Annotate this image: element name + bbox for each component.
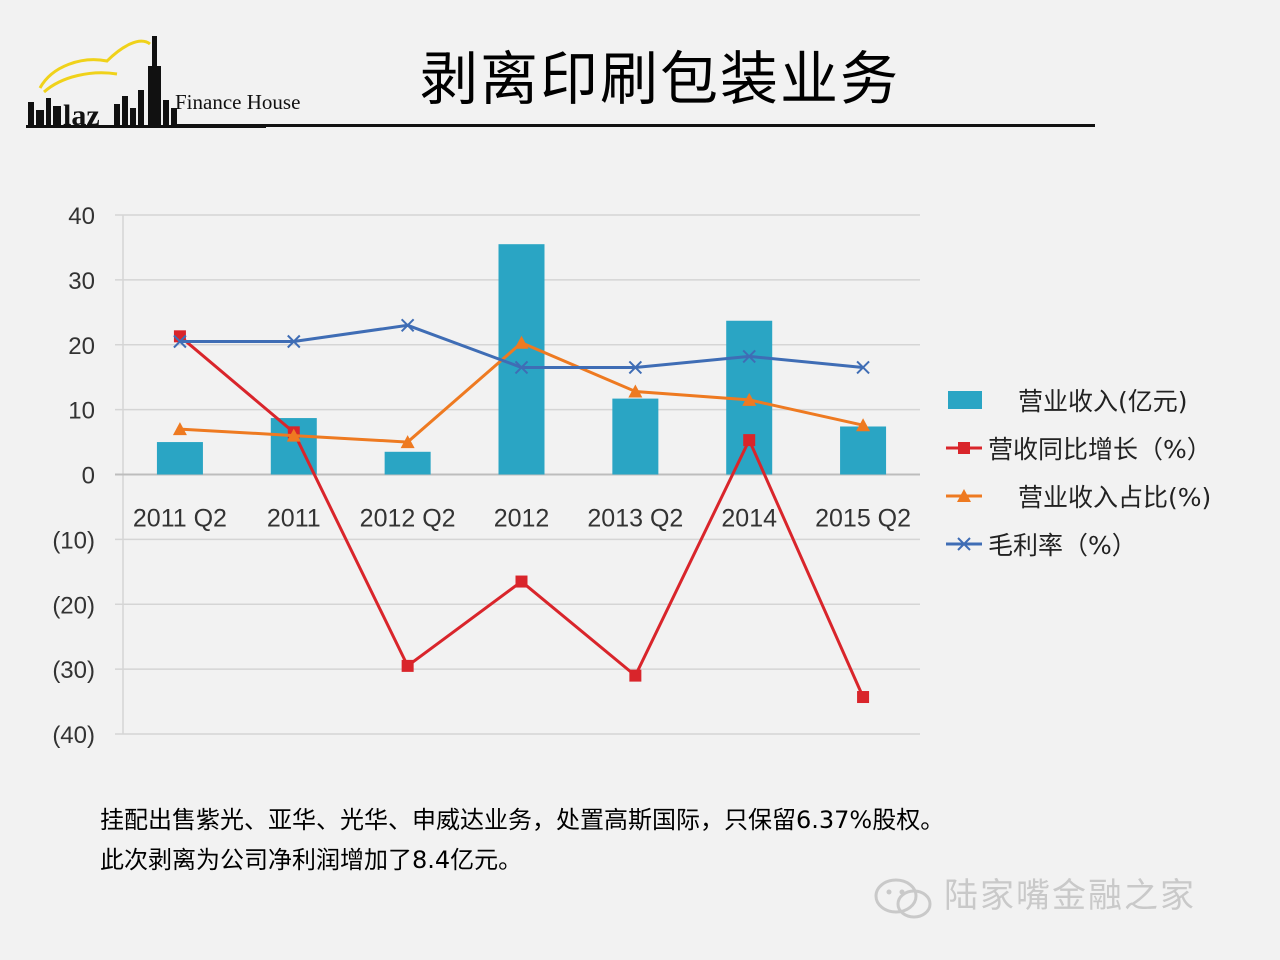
revenue-bar: [840, 426, 887, 475]
caption-line-2: 此次剥离为公司净利润增加了8.4亿元。: [100, 846, 523, 874]
legend-label: 营业收入占比(%): [1018, 483, 1212, 512]
line-marker-triangle: [400, 435, 415, 449]
legend-item: 营收同比增长（%）: [944, 428, 1264, 476]
line-marker-triangle: [514, 335, 529, 349]
legend-item: 营业收入占比(%): [944, 476, 1264, 524]
wechat-watermark: 陆家嘴金融之家: [872, 868, 1196, 920]
title-divider: [175, 124, 1095, 127]
y-tick-label: (30): [52, 657, 95, 684]
revenue-bar: [156, 442, 203, 475]
line-marker-square: [958, 442, 970, 454]
line-marker-triangle: [286, 428, 301, 442]
y-tick-label: 10: [68, 398, 95, 425]
line-marker-square: [515, 575, 528, 588]
y-tick-label: 0: [82, 463, 95, 490]
x-tick-label: 2011: [267, 505, 321, 533]
caption-line-1: 挂配出售紫光、亚华、光华、申威达业务，处置高斯国际，只保留6.37%股权。: [100, 806, 945, 834]
x-axis-tick-labels: 2011 Q2 2011 2012 Q2 2012 2013 Q2 2014 2015 Q2: [133, 505, 911, 533]
line-marker-square: [401, 659, 414, 672]
legend-item: 营业收入(亿元): [944, 380, 1264, 428]
line-marker-x: [173, 334, 187, 349]
line-marker-triangle: [957, 489, 971, 502]
line-series-group: [172, 335, 871, 449]
line-marker-square: [857, 691, 870, 704]
chart-legend: 营业收入(亿元) 营收同比增长（%） 营业收入占比(%) 毛利率（%）: [944, 380, 1264, 572]
line-marker-x: [957, 537, 971, 551]
legend-label: 营收同比增长（%）: [988, 435, 1212, 464]
legend-swatch: [946, 442, 982, 454]
revenue-bar: [384, 451, 431, 475]
y-tick-label: (40): [52, 722, 95, 749]
legend-swatch: [946, 537, 982, 551]
line-marker-square: [743, 434, 756, 447]
line-marker-x: [287, 334, 301, 349]
revenue-bar: [498, 244, 545, 475]
x-tick-label: 2015 Q2: [815, 505, 911, 533]
line-marker-x: [514, 360, 529, 375]
wechat-icon: [874, 878, 932, 918]
line-marker-x: [628, 360, 643, 375]
line-marker-x: [856, 360, 870, 375]
slide-caption: 挂配出售紫光、亚华、光华、申威达业务，处置高斯国际，只保留6.37%股权。 此次…: [100, 800, 1220, 880]
slide-title: 剥离印刷包装业务: [420, 45, 901, 113]
legend-item: 毛利率（%）: [944, 524, 1264, 572]
y-tick-label: 20: [68, 333, 95, 360]
y-axis-tick-labels: 40 30 20 10 0 (10) (20) (30) (40): [52, 203, 95, 749]
line-marker-square: [629, 669, 642, 682]
watermark-text: 陆家嘴金融之家: [944, 876, 1196, 916]
legend-swatch: [948, 391, 982, 409]
line-marker-x: [400, 318, 415, 332]
x-tick-label: 2014: [721, 505, 777, 533]
line-marker-triangle: [856, 418, 871, 432]
legend-bar-swatch: [948, 391, 982, 409]
y-tick-label: (20): [52, 592, 95, 619]
y-tick-label: 40: [68, 203, 95, 230]
x-tick-label: 2012: [494, 505, 550, 533]
x-tick-label: 2011 Q2: [133, 505, 227, 533]
line-marker-triangle: [628, 384, 643, 398]
x-tick-label: 2013 Q2: [587, 505, 683, 533]
line-marker-x: [742, 349, 756, 364]
x-tick-label: 2012 Q2: [360, 505, 456, 533]
legend-label: 毛利率（%）: [988, 531, 1137, 560]
y-tick-label: 30: [68, 268, 95, 295]
legend-swatch: [946, 489, 982, 502]
lujiazui-finance-house-logo: laz: [26, 36, 266, 132]
line-series: [172, 318, 871, 704]
y-tick-label: (10): [52, 527, 95, 554]
bar-series: [156, 244, 887, 475]
line-marker-triangle: [172, 422, 187, 436]
line-marker-triangle: [742, 392, 757, 406]
revenue-bar: [612, 398, 659, 475]
line-series-group: [173, 318, 870, 375]
legend-label: 营业收入(亿元): [1018, 387, 1188, 416]
logo-text: Finance House: [175, 90, 301, 114]
